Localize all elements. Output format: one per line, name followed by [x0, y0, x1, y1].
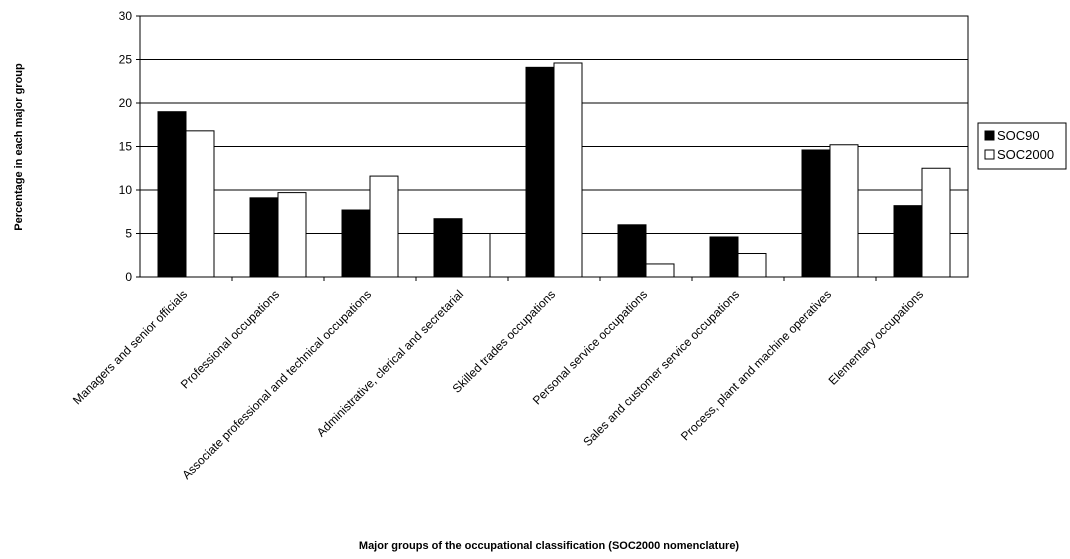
x-tick-label: Administrative, clerical and secretarial — [314, 287, 466, 439]
bar-soc2000-2 — [277, 192, 307, 278]
x-tick-label: Process, plant and machine operatives — [678, 287, 834, 443]
x-axis-ticks: Managers and senior officialsProfessiona… — [70, 277, 926, 482]
legend: SOC90 SOC2000 — [977, 122, 1067, 170]
legend-label-soc90: SOC90 — [997, 128, 1040, 143]
legend-swatch-soc90 — [984, 130, 995, 141]
x-tick-label: Elementary occupations — [826, 287, 926, 387]
legend-label-soc2000: SOC2000 — [997, 147, 1054, 162]
y-tick-label: 25 — [119, 53, 133, 67]
bar-soc2000-9 — [921, 167, 951, 278]
bar-soc90-2 — [249, 197, 279, 278]
y-tick-label: 15 — [119, 140, 133, 154]
y-tick-label: 5 — [125, 227, 132, 241]
x-tick-label: Managers and senior officials — [70, 287, 190, 407]
bar-soc2000-1 — [185, 130, 215, 278]
bars — [157, 62, 951, 278]
y-tick-label: 0 — [125, 270, 132, 284]
y-tick-label: 30 — [119, 9, 133, 23]
y-tick-label: 10 — [119, 183, 133, 197]
bar-soc90-9 — [893, 205, 923, 278]
bar-soc90-1 — [157, 111, 187, 278]
bar-soc90-8 — [801, 149, 831, 278]
bar-soc2000-3 — [369, 175, 399, 278]
bar-soc2000-4 — [461, 233, 491, 278]
x-axis-label: Major groups of the occupational classif… — [359, 540, 740, 552]
x-tick-label: Skilled trades occupations — [450, 287, 558, 395]
y-axis-ticks: 0 5 10 15 20 25 30 — [119, 9, 140, 284]
bar-soc90-6 — [617, 224, 647, 278]
bar-soc90-3 — [341, 209, 371, 278]
bar-soc2000-8 — [829, 144, 859, 278]
y-tick-label: 20 — [119, 96, 133, 110]
bar-soc2000-6 — [645, 263, 675, 278]
legend-swatch-soc2000 — [984, 149, 995, 160]
x-tick-label: Associate professional and technical occ… — [179, 287, 374, 482]
bar-soc90-4 — [433, 218, 463, 278]
y-axis-label: Percentage in each major group — [13, 63, 25, 231]
bar-soc2000-7 — [737, 253, 767, 278]
bar-soc2000-5 — [553, 62, 583, 278]
bar-soc90-5 — [525, 66, 555, 278]
x-tick-label: Sales and customer service occupations — [580, 287, 742, 449]
x-tick-label: Professional occupations — [178, 287, 282, 391]
bar-soc90-7 — [709, 236, 739, 278]
